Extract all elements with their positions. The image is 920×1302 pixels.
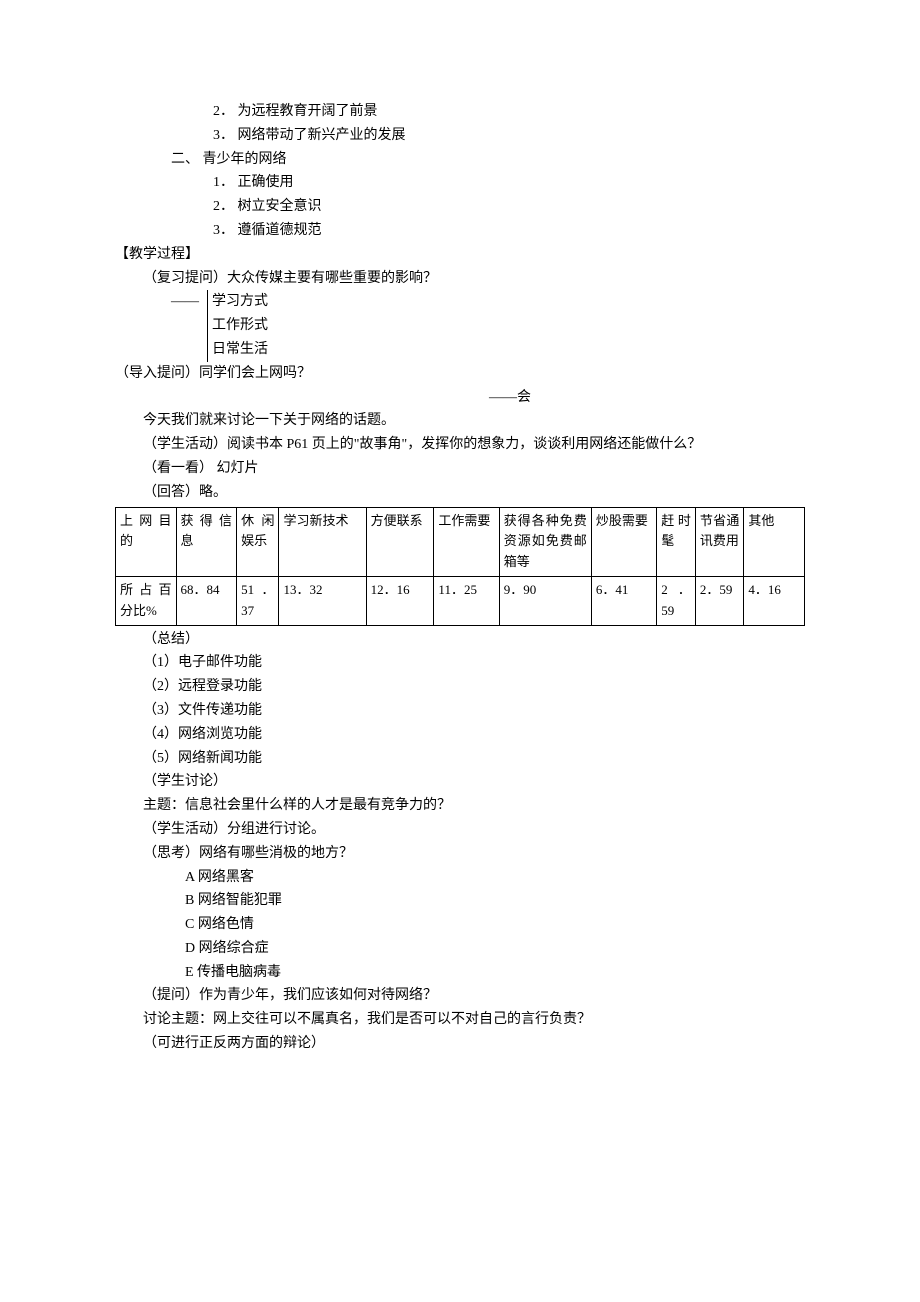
summary-item: （3）文件传递功能	[115, 699, 805, 723]
table-cell: 方便联系	[366, 507, 434, 576]
think-item: E 传播电脑病毒	[115, 961, 805, 985]
list-item: 2． 为远程教育开阔了前景	[115, 100, 805, 124]
table-cell: 节省通讯费用	[695, 507, 743, 576]
activity: （学生活动）阅读书本 P61 页上的"故事角"，发挥你的想象力，谈谈利用网络还能…	[115, 433, 805, 457]
think-label: （思考）网络有哪些消极的地方？	[115, 842, 805, 866]
activity: （学生活动）分组进行讨论。	[115, 818, 805, 842]
discuss-topic: 主题：信息社会里什么样的人才是最有竞争力的？	[115, 794, 805, 818]
table-cell: 11．25	[434, 576, 499, 625]
summary-item: （1）电子邮件功能	[115, 651, 805, 675]
answer-line: （回答）略。	[115, 481, 805, 505]
table-cell: 6．41	[591, 576, 656, 625]
list-item: 2． 树立安全意识	[115, 195, 805, 219]
bracket-item: 日常生活	[212, 338, 268, 362]
table-cell: 获得信息	[176, 507, 237, 576]
summary-item: （2）远程登录功能	[115, 675, 805, 699]
process-title: 【教学过程】	[115, 243, 805, 267]
intro-answer: ——会	[115, 386, 805, 410]
question-line: （提问）作为青少年，我们应该如何对待网络？	[115, 984, 805, 1008]
review-question: （复习提问）大众传媒主要有哪些重要的影响？	[115, 267, 805, 291]
think-item: D 网络综合症	[115, 937, 805, 961]
table-cell: 13．32	[279, 576, 366, 625]
bracket-item: 学习方式	[212, 290, 268, 314]
list-item: 3． 遵循道德规范	[115, 219, 805, 243]
think-item: B 网络智能犯罪	[115, 889, 805, 913]
bracket-prefix: ——	[115, 290, 207, 314]
section-title: 二、 青少年的网络	[115, 148, 805, 172]
table-cell: 2．59	[657, 576, 696, 625]
table-cell: 所占百分比%	[116, 576, 177, 625]
table-cell: 炒股需要	[591, 507, 656, 576]
table-cell: 12．16	[366, 576, 434, 625]
debate-topic: 讨论主题：网上交往可以不属真名，我们是否可以不对自己的言行负责？	[115, 1008, 805, 1032]
table-cell: 获得各种免费资源如免费邮箱等	[499, 507, 591, 576]
bracket-block: —— 学习方式 工作形式 日常生活	[115, 290, 805, 361]
summary-label: （总结）	[115, 628, 805, 652]
table-cell: 9．90	[499, 576, 591, 625]
bracket-item: 工作形式	[212, 314, 268, 338]
table-cell: 工作需要	[434, 507, 499, 576]
think-item: C 网络色情	[115, 913, 805, 937]
summary-item: （5）网络新闻功能	[115, 747, 805, 771]
table-row: 所占百分比% 68．84 51．37 13．32 12．16 11．25 9．9…	[116, 576, 805, 625]
table-cell: 4．16	[744, 576, 805, 625]
discuss-label: （学生讨论）	[115, 770, 805, 794]
table-cell: 赶时髦	[657, 507, 696, 576]
list-item: 3． 网络带动了新兴产业的发展	[115, 124, 805, 148]
summary-item: （4）网络浏览功能	[115, 723, 805, 747]
intro-question: （导入提问）同学们会上网吗？	[115, 362, 805, 386]
table-cell: 上网目的	[116, 507, 177, 576]
table-cell: 2．59	[695, 576, 743, 625]
table-cell: 休闲娱乐	[237, 507, 279, 576]
table-cell: 51．37	[237, 576, 279, 625]
table-cell: 其他	[744, 507, 805, 576]
debate-note: （可进行正反两方面的辩论）	[115, 1032, 805, 1056]
table-cell: 68．84	[176, 576, 237, 625]
look-line: （看一看） 幻灯片	[115, 457, 805, 481]
table-cell: 学习新技术	[279, 507, 366, 576]
data-table: 上网目的 获得信息 休闲娱乐 学习新技术 方便联系 工作需要 获得各种免费资源如…	[115, 507, 805, 626]
think-item: A 网络黑客	[115, 866, 805, 890]
table-row: 上网目的 获得信息 休闲娱乐 学习新技术 方便联系 工作需要 获得各种免费资源如…	[116, 507, 805, 576]
paragraph: 今天我们就来讨论一下关于网络的话题。	[115, 409, 805, 433]
list-item: 1． 正确使用	[115, 171, 805, 195]
